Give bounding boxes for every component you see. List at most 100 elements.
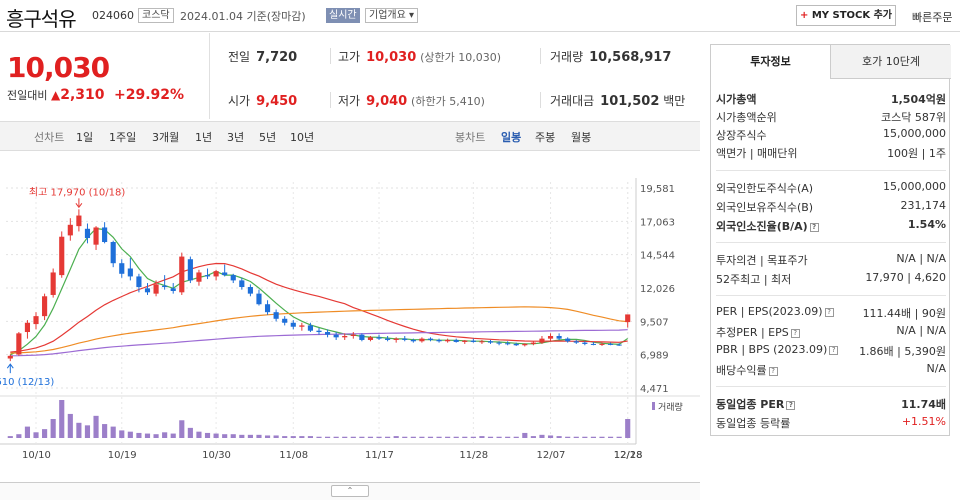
x-tick-label: 11/17 [365, 450, 394, 461]
help-icon[interactable]: ? [790, 328, 800, 338]
candle-body [299, 325, 305, 327]
volume-bar [350, 436, 356, 438]
trade-amount: 거래대금 101,502 백만 [550, 94, 686, 109]
listed-shares-row: 상장주식수 15,000,000 [716, 127, 946, 142]
period-1w[interactable]: 1주일 [109, 131, 137, 144]
x-tick-label: 10/19 [108, 450, 137, 461]
market-badge: 코스닥 [138, 8, 174, 23]
period-5y[interactable]: 5년 [259, 131, 277, 144]
tab-order-book[interactable]: 호가 10단계 [831, 45, 951, 79]
candle-body [24, 322, 31, 333]
candle-body [487, 341, 494, 343]
candle-body [359, 334, 365, 340]
quick-order-link[interactable]: 빠른주문 [912, 11, 953, 24]
tab-investment-info[interactable]: 투자정보 [711, 45, 831, 79]
candle-body [7, 355, 13, 359]
candle-body [222, 272, 228, 276]
volume-bar [136, 432, 142, 438]
industry-per-row: 동일업종 PER? 11.74배 [716, 398, 946, 411]
candle-body [350, 334, 356, 336]
volume-bar [76, 422, 82, 438]
volume-bar [290, 436, 296, 438]
candle-body [239, 280, 245, 288]
help-icon[interactable]: ? [809, 222, 819, 232]
add-my-stock-button[interactable]: + MY STOCK 추가 [796, 5, 896, 26]
price-chart-svg[interactable]: 19,581 17,063 14,544 12,026 9,507 6,989 4,471 1… [0, 152, 700, 482]
candle-body [385, 338, 391, 340]
candle-body [247, 287, 253, 294]
volume-bar [513, 436, 519, 438]
high-price: 고가 10,030 (상한가 10,030) [338, 50, 502, 65]
candle-body [264, 304, 271, 313]
volume-bar [204, 432, 211, 438]
volume-bar [230, 434, 236, 438]
x-tick-label: 11/08 [279, 450, 308, 461]
open-price: 시가 9,450 [228, 94, 298, 109]
volume-bar [144, 433, 151, 438]
up-arrow-icon: ▲ [50, 88, 61, 102]
candle-body [230, 275, 236, 281]
candle-body [110, 242, 116, 264]
price-summary: 10,030 전일대비 ▲2,310 +29.92% [0, 33, 210, 119]
candle-body [590, 343, 596, 345]
candle-body [462, 340, 468, 342]
price-chart[interactable]: 19,581 17,063 14,544 12,026 9,507 6,989 4,471 1… [0, 152, 700, 482]
help-icon[interactable]: ? [768, 366, 778, 376]
candle-body [342, 335, 348, 338]
help-icon[interactable]: ? [829, 345, 839, 355]
candle-body [290, 322, 296, 327]
volume-bar [470, 436, 476, 438]
candle-body [67, 224, 73, 236]
volume-bar [402, 436, 408, 438]
volume-bar [162, 432, 168, 438]
candle-body [402, 338, 408, 340]
help-icon[interactable]: ? [786, 400, 796, 410]
chart-scrollbar[interactable]: ⌃ [0, 482, 700, 500]
help-icon[interactable]: ? [824, 307, 834, 317]
candle-weekly[interactable]: 주봉 [535, 131, 556, 144]
volume-bar [487, 436, 494, 438]
volume-bar [616, 436, 622, 438]
volume-bar [505, 436, 511, 438]
candle-body [33, 316, 39, 325]
candle-body [522, 343, 528, 346]
candle-body [316, 330, 322, 333]
candle-monthly[interactable]: 월봉 [571, 131, 592, 144]
period-3y[interactable]: 3년 [227, 131, 245, 144]
candle-body [162, 285, 168, 288]
volume-bar [153, 434, 159, 438]
volume-bar [582, 436, 588, 438]
company-info-dropdown[interactable]: 기업개요 ▾ [365, 8, 419, 23]
candle-body [213, 271, 219, 277]
candle-body [547, 335, 554, 339]
volume-bar [102, 424, 108, 438]
volume-bar [462, 436, 468, 438]
candle-body [419, 338, 425, 342]
candle-body [556, 335, 562, 339]
chevron-up-icon[interactable]: ⌃ [331, 485, 369, 497]
volume-bar [84, 425, 91, 438]
volume-bar [307, 436, 313, 438]
volume-bar [479, 436, 485, 438]
period-1d[interactable]: 1일 [76, 131, 94, 144]
industry-rate-row[interactable]: 동일업종 등락률 +1.51% [716, 415, 946, 430]
realtime-badge[interactable]: 실시간 [326, 8, 360, 23]
volume-bar [590, 436, 596, 438]
volume-bar [16, 434, 22, 438]
max-price-arrowhead [75, 203, 83, 209]
candle-daily[interactable]: 일봉 [501, 131, 522, 144]
candle-chart-label: 봉차트 [455, 131, 486, 144]
x-tick-label: 12/07 [537, 450, 566, 461]
volume-bar [599, 436, 605, 438]
period-10y[interactable]: 10년 [290, 131, 315, 144]
candle-body [607, 343, 614, 345]
candle-body [616, 344, 622, 346]
volume-bar [573, 436, 579, 438]
volume-bar [42, 429, 48, 438]
market-cap-rank-row[interactable]: 시가총액순위 코스닥 587위 [716, 111, 946, 124]
foreign-hold-row: 외국인보유주식수(B) 231,174 [716, 199, 946, 214]
stock-code: 024060 [92, 9, 134, 22]
candle-body [256, 293, 262, 305]
period-1y[interactable]: 1년 [195, 131, 213, 144]
period-3m[interactable]: 3개월 [152, 131, 180, 144]
